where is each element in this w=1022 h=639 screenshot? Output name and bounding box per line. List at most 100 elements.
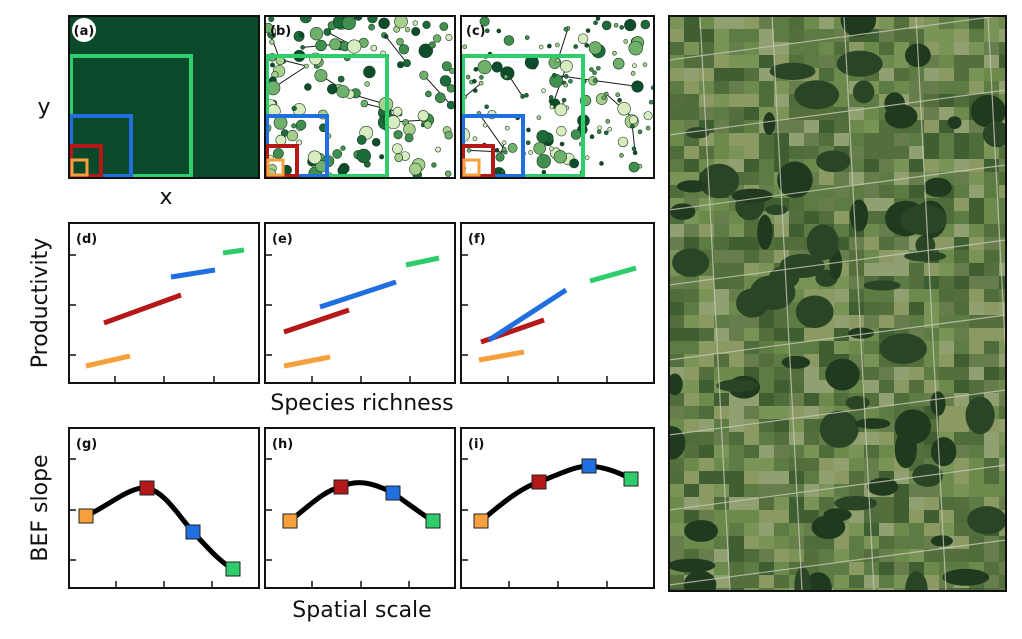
- species-node: [360, 99, 369, 108]
- map-field: [744, 419, 759, 432]
- map-field: [699, 276, 714, 289]
- map-field: [849, 549, 864, 562]
- map-field: [879, 510, 894, 523]
- species-node: [624, 19, 637, 32]
- map-field: [714, 315, 729, 328]
- woodlot-patch: [834, 495, 878, 511]
- map-field: [969, 68, 984, 81]
- map-field: [834, 445, 849, 458]
- species-node: [477, 60, 492, 75]
- woodlot-patch: [904, 251, 947, 262]
- map-field: [789, 432, 804, 445]
- map-field: [774, 133, 789, 146]
- map-field: [879, 55, 894, 68]
- regression-line-blue: [487, 287, 568, 343]
- map-field: [999, 302, 1006, 315]
- map-field: [984, 458, 999, 471]
- map-field: [804, 55, 819, 68]
- map-field: [699, 432, 714, 445]
- map-field: [954, 432, 969, 445]
- map-field: [969, 133, 984, 146]
- map-field: [909, 367, 924, 380]
- map-field: [984, 549, 999, 562]
- species-node: [524, 35, 530, 40]
- woodlot-patch: [669, 426, 686, 460]
- bef-curve: [479, 463, 633, 523]
- map-field: [684, 302, 699, 315]
- species-node: [272, 148, 284, 159]
- species-node: [332, 149, 343, 159]
- woodlot-patch: [819, 410, 859, 448]
- species-node: [472, 78, 477, 84]
- map-field: [699, 94, 714, 107]
- map-field: [699, 55, 714, 68]
- scale-marker-red: [333, 479, 349, 495]
- regression-line-green: [222, 247, 245, 256]
- map-field: [774, 29, 789, 42]
- map-field: [879, 81, 894, 94]
- map-field: [849, 562, 864, 575]
- map-field: [954, 29, 969, 42]
- map-field: [969, 29, 984, 42]
- panel-a-background: [69, 16, 259, 178]
- map-field: [984, 198, 999, 211]
- map-field: [969, 42, 984, 55]
- map-field: [894, 497, 909, 510]
- species-node: [337, 75, 345, 83]
- map-field: [849, 237, 864, 250]
- map-field: [954, 302, 969, 315]
- species-node: [573, 44, 578, 49]
- map-field: [954, 133, 969, 146]
- species-node: [341, 16, 356, 31]
- map-field: [849, 484, 864, 497]
- species-node: [472, 88, 478, 93]
- species-node: [541, 88, 546, 93]
- map-field: [894, 185, 909, 198]
- map-field: [849, 172, 864, 185]
- map-field: [699, 315, 714, 328]
- map-field: [669, 406, 684, 419]
- map-field: [954, 146, 969, 159]
- species-node: [268, 16, 275, 22]
- map-field: [744, 588, 759, 591]
- map-field: [984, 341, 999, 354]
- map-field: [999, 406, 1006, 419]
- map-field: [684, 42, 699, 55]
- map-field: [924, 133, 939, 146]
- map-field: [879, 146, 894, 159]
- map-field: [729, 16, 744, 29]
- map-field: [939, 94, 954, 107]
- map-field: [744, 94, 759, 107]
- map-field: [714, 107, 729, 120]
- species-node: [445, 33, 453, 42]
- species-node: [617, 101, 631, 116]
- map-field: [714, 471, 729, 484]
- map-field: [909, 562, 924, 575]
- map-field: [894, 68, 909, 81]
- map-field: [999, 458, 1006, 471]
- map-field: [729, 536, 744, 549]
- map-field: [864, 250, 879, 263]
- map-field: [729, 549, 744, 562]
- map-field: [939, 497, 954, 510]
- map-field: [984, 367, 999, 380]
- map-field: [759, 445, 774, 458]
- woodlot-patch: [795, 295, 834, 328]
- species-node: [605, 119, 611, 124]
- map-field: [849, 276, 864, 289]
- map-field: [924, 120, 939, 133]
- map-field: [699, 510, 714, 523]
- map-field: [924, 276, 939, 289]
- map-field: [969, 263, 984, 276]
- panel-f: (f): [460, 222, 655, 384]
- map-field: [849, 120, 864, 133]
- map-field: [774, 367, 789, 380]
- map-field: [969, 302, 984, 315]
- map-field: [984, 354, 999, 367]
- map-field: [999, 224, 1006, 237]
- map-field: [774, 341, 789, 354]
- species-node: [383, 34, 389, 39]
- species-node: [592, 78, 598, 83]
- map-field: [924, 549, 939, 562]
- map-field: [999, 445, 1006, 458]
